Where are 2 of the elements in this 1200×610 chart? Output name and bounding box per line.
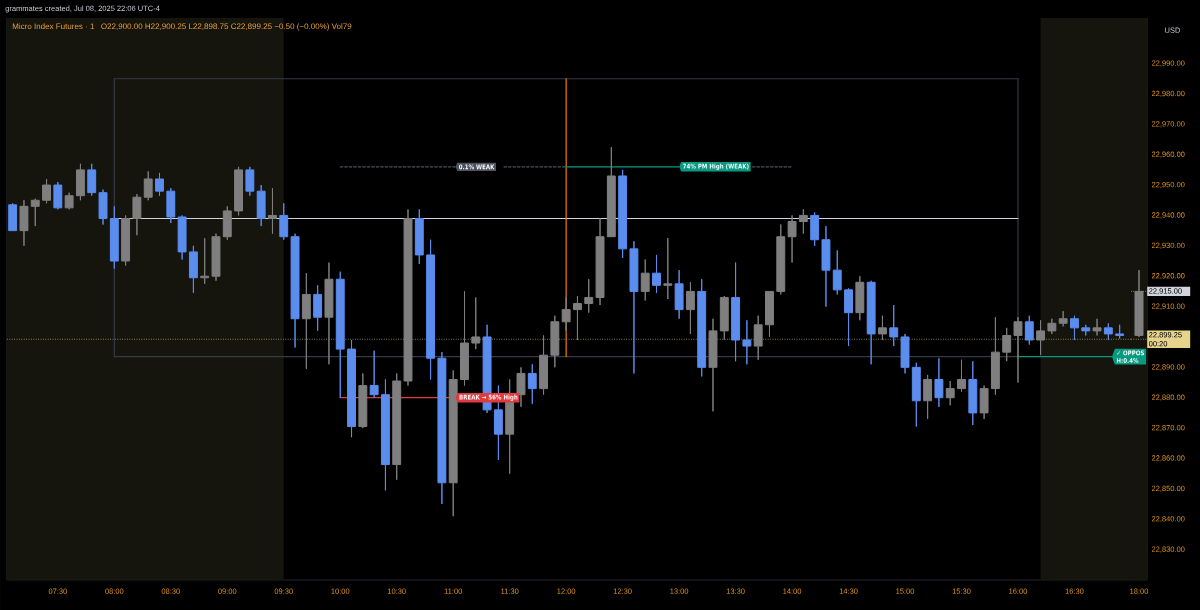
text: O22,900.00 H22,900.25 L22,898.75 C22,899.25 −0.50 (−0.00%) Vol79 (101, 23, 352, 31)
text: Micro Index Futures · 1 (12, 23, 95, 30)
